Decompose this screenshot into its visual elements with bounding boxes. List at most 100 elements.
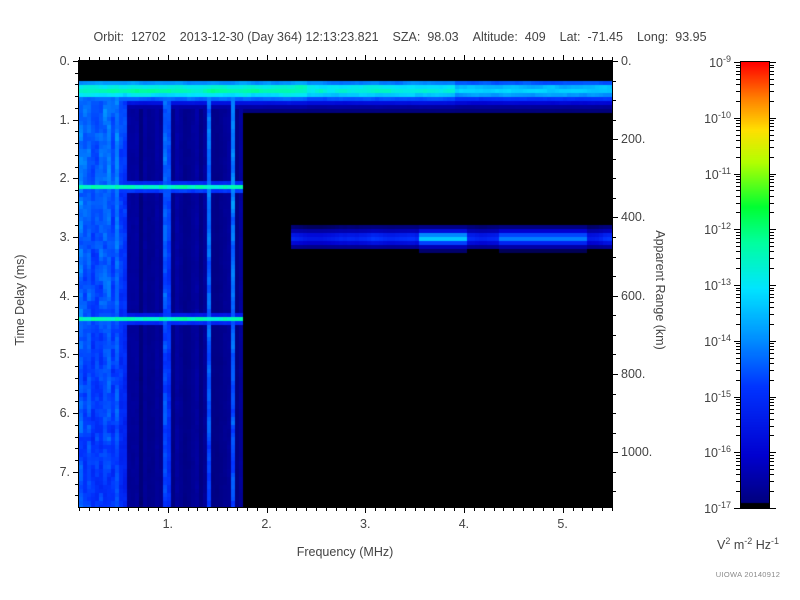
long-label: Long: [636, 30, 669, 44]
y-tick-minor [75, 377, 79, 379]
colorbar-tick-minor-right [769, 268, 774, 270]
colorbar-tick-label: 10-14 [704, 332, 731, 349]
colorbar-tick-left [734, 285, 741, 286]
x-tick-minor-top [177, 57, 179, 61]
colorbar-tick-minor-left [736, 123, 741, 125]
x-tick-minor [217, 507, 219, 511]
x-tick-minor [612, 507, 613, 511]
colorbar-tick-right [769, 396, 776, 398]
unit-v-exp: 2 [725, 536, 731, 546]
y-tick-minor [75, 154, 79, 156]
colorbar-tick-right [769, 508, 776, 509]
colorbar-tick-left [734, 62, 741, 63]
colorbar-tick-minor-left [736, 346, 741, 348]
x-tick-minor-top [207, 57, 209, 61]
x-axis-title: Frequency (MHz) [296, 545, 394, 559]
colorbar-tick-minor-left [736, 190, 741, 192]
colorbar-tick-minor-right [769, 246, 774, 248]
colorbar-tick-minor-left [736, 362, 741, 364]
colorbar-tick-minor-right [769, 405, 774, 407]
y-tick-minor [75, 495, 79, 497]
colorbar-tick-minor-left [736, 64, 741, 66]
colorbar-tick-minor-left [736, 251, 741, 253]
unit-m: m [730, 538, 745, 553]
colorbar-tick-minor-right [769, 357, 774, 359]
x-tick-major-top [365, 55, 367, 61]
ionogram-plot-area: 0. 1. 2. 3. 4. 5. 6. 7. 0. 200. 400. 600. 800. 1000. 1… [60, 54, 653, 531]
colorbar-tick-minor-left [736, 74, 741, 76]
colorbar-tick-minor-left [736, 139, 741, 141]
x-tick-minor [138, 507, 140, 511]
colorbar-tick-minor-right [769, 491, 774, 493]
colorbar-gradient [741, 62, 769, 508]
colorbar-tick-minor-left [736, 126, 741, 128]
colorbar-tick-right [769, 173, 776, 175]
x-tick-minor [118, 507, 120, 511]
colorbar-tick-minor-right [769, 241, 774, 243]
colorbar-tick-minor-right [769, 182, 774, 184]
y2-tick-minor [612, 432, 616, 434]
colorbar-tick-label: 10-16 [704, 444, 731, 461]
colorbar-tick-minor-right [769, 178, 774, 180]
y2-tick-label: 600. [621, 288, 646, 303]
colorbar-tick-minor-left [736, 297, 741, 299]
x-tick-minor [602, 507, 604, 511]
y-tick-minor [75, 131, 79, 133]
x-tick-minor-top [355, 57, 357, 61]
y2-tick-major [612, 61, 618, 62]
sza-value: 98.03 [427, 30, 459, 44]
x-tick-minor-top [325, 57, 327, 61]
colorbar-tick-minor-right [769, 130, 774, 132]
y-tick-minor [75, 436, 79, 438]
y-tick-minor [75, 166, 79, 168]
x-tick-minor-top [306, 57, 308, 61]
x-tick-minor [187, 507, 189, 511]
y-tick-minor [75, 389, 79, 391]
colorbar-tick-minor-left [736, 185, 741, 187]
figure-header: Orbit: 12702 2013-12-30 (Day 364) 12:13:23… [0, 30, 800, 44]
x-tick-minor [552, 507, 554, 511]
y2-tick-minor [612, 80, 616, 82]
colorbar-tick-minor-left [736, 293, 741, 295]
lat-value: -71.45 [587, 30, 623, 44]
y-tick-minor [75, 84, 79, 86]
y2-tick-minor [612, 119, 616, 121]
y2-tick-minor [612, 471, 616, 473]
colorbar-unit-label: V2 m-2 Hz-1 [717, 536, 779, 552]
x-tick-minor [335, 507, 337, 511]
x-tick-minor-top [384, 57, 386, 61]
x-tick-minor-top [88, 57, 90, 61]
colorbar-tick-minor-right [769, 323, 774, 325]
y-axis-title: Time Delay (ms) [13, 254, 27, 346]
colorbar-tick-minor-left [736, 258, 741, 260]
x-tick-minor-top [493, 57, 495, 61]
colorbar-tick-minor-right [769, 297, 774, 299]
y-tick-minor [75, 225, 79, 227]
altitude-label: Altitude: [472, 30, 518, 44]
colorbar-tick-left [734, 173, 741, 175]
x-tick-minor-top [592, 57, 594, 61]
x-tick-minor [375, 507, 377, 511]
x-tick-minor [572, 507, 574, 511]
y-tick-major [73, 354, 79, 356]
colorbar-tick-minor-right [769, 460, 774, 462]
colorbar-tick-minor-left [736, 405, 741, 407]
colorbar-tick-minor-right [769, 418, 774, 420]
y-tick-label: 0. [59, 54, 70, 68]
y-tick-label: 1. [59, 112, 70, 127]
x-tick-minor-top [148, 57, 150, 61]
colorbar-tick-minor-right [769, 139, 774, 141]
colorbar-tick-minor-right [769, 307, 774, 309]
colorbar-tick-minor-left [736, 287, 741, 289]
x-tick-minor [227, 507, 229, 511]
x-tick-minor [276, 507, 278, 511]
colorbar-tick-minor-right [769, 399, 774, 401]
x-tick-minor-top [246, 57, 248, 61]
colorbar-tick-minor-right [769, 67, 774, 69]
y2-tick-minor [612, 354, 616, 356]
x-tick-minor [236, 507, 238, 511]
y-tick-minor [75, 424, 79, 426]
colorbar-tick-minor-right [769, 408, 774, 410]
y-tick-minor [75, 190, 79, 192]
